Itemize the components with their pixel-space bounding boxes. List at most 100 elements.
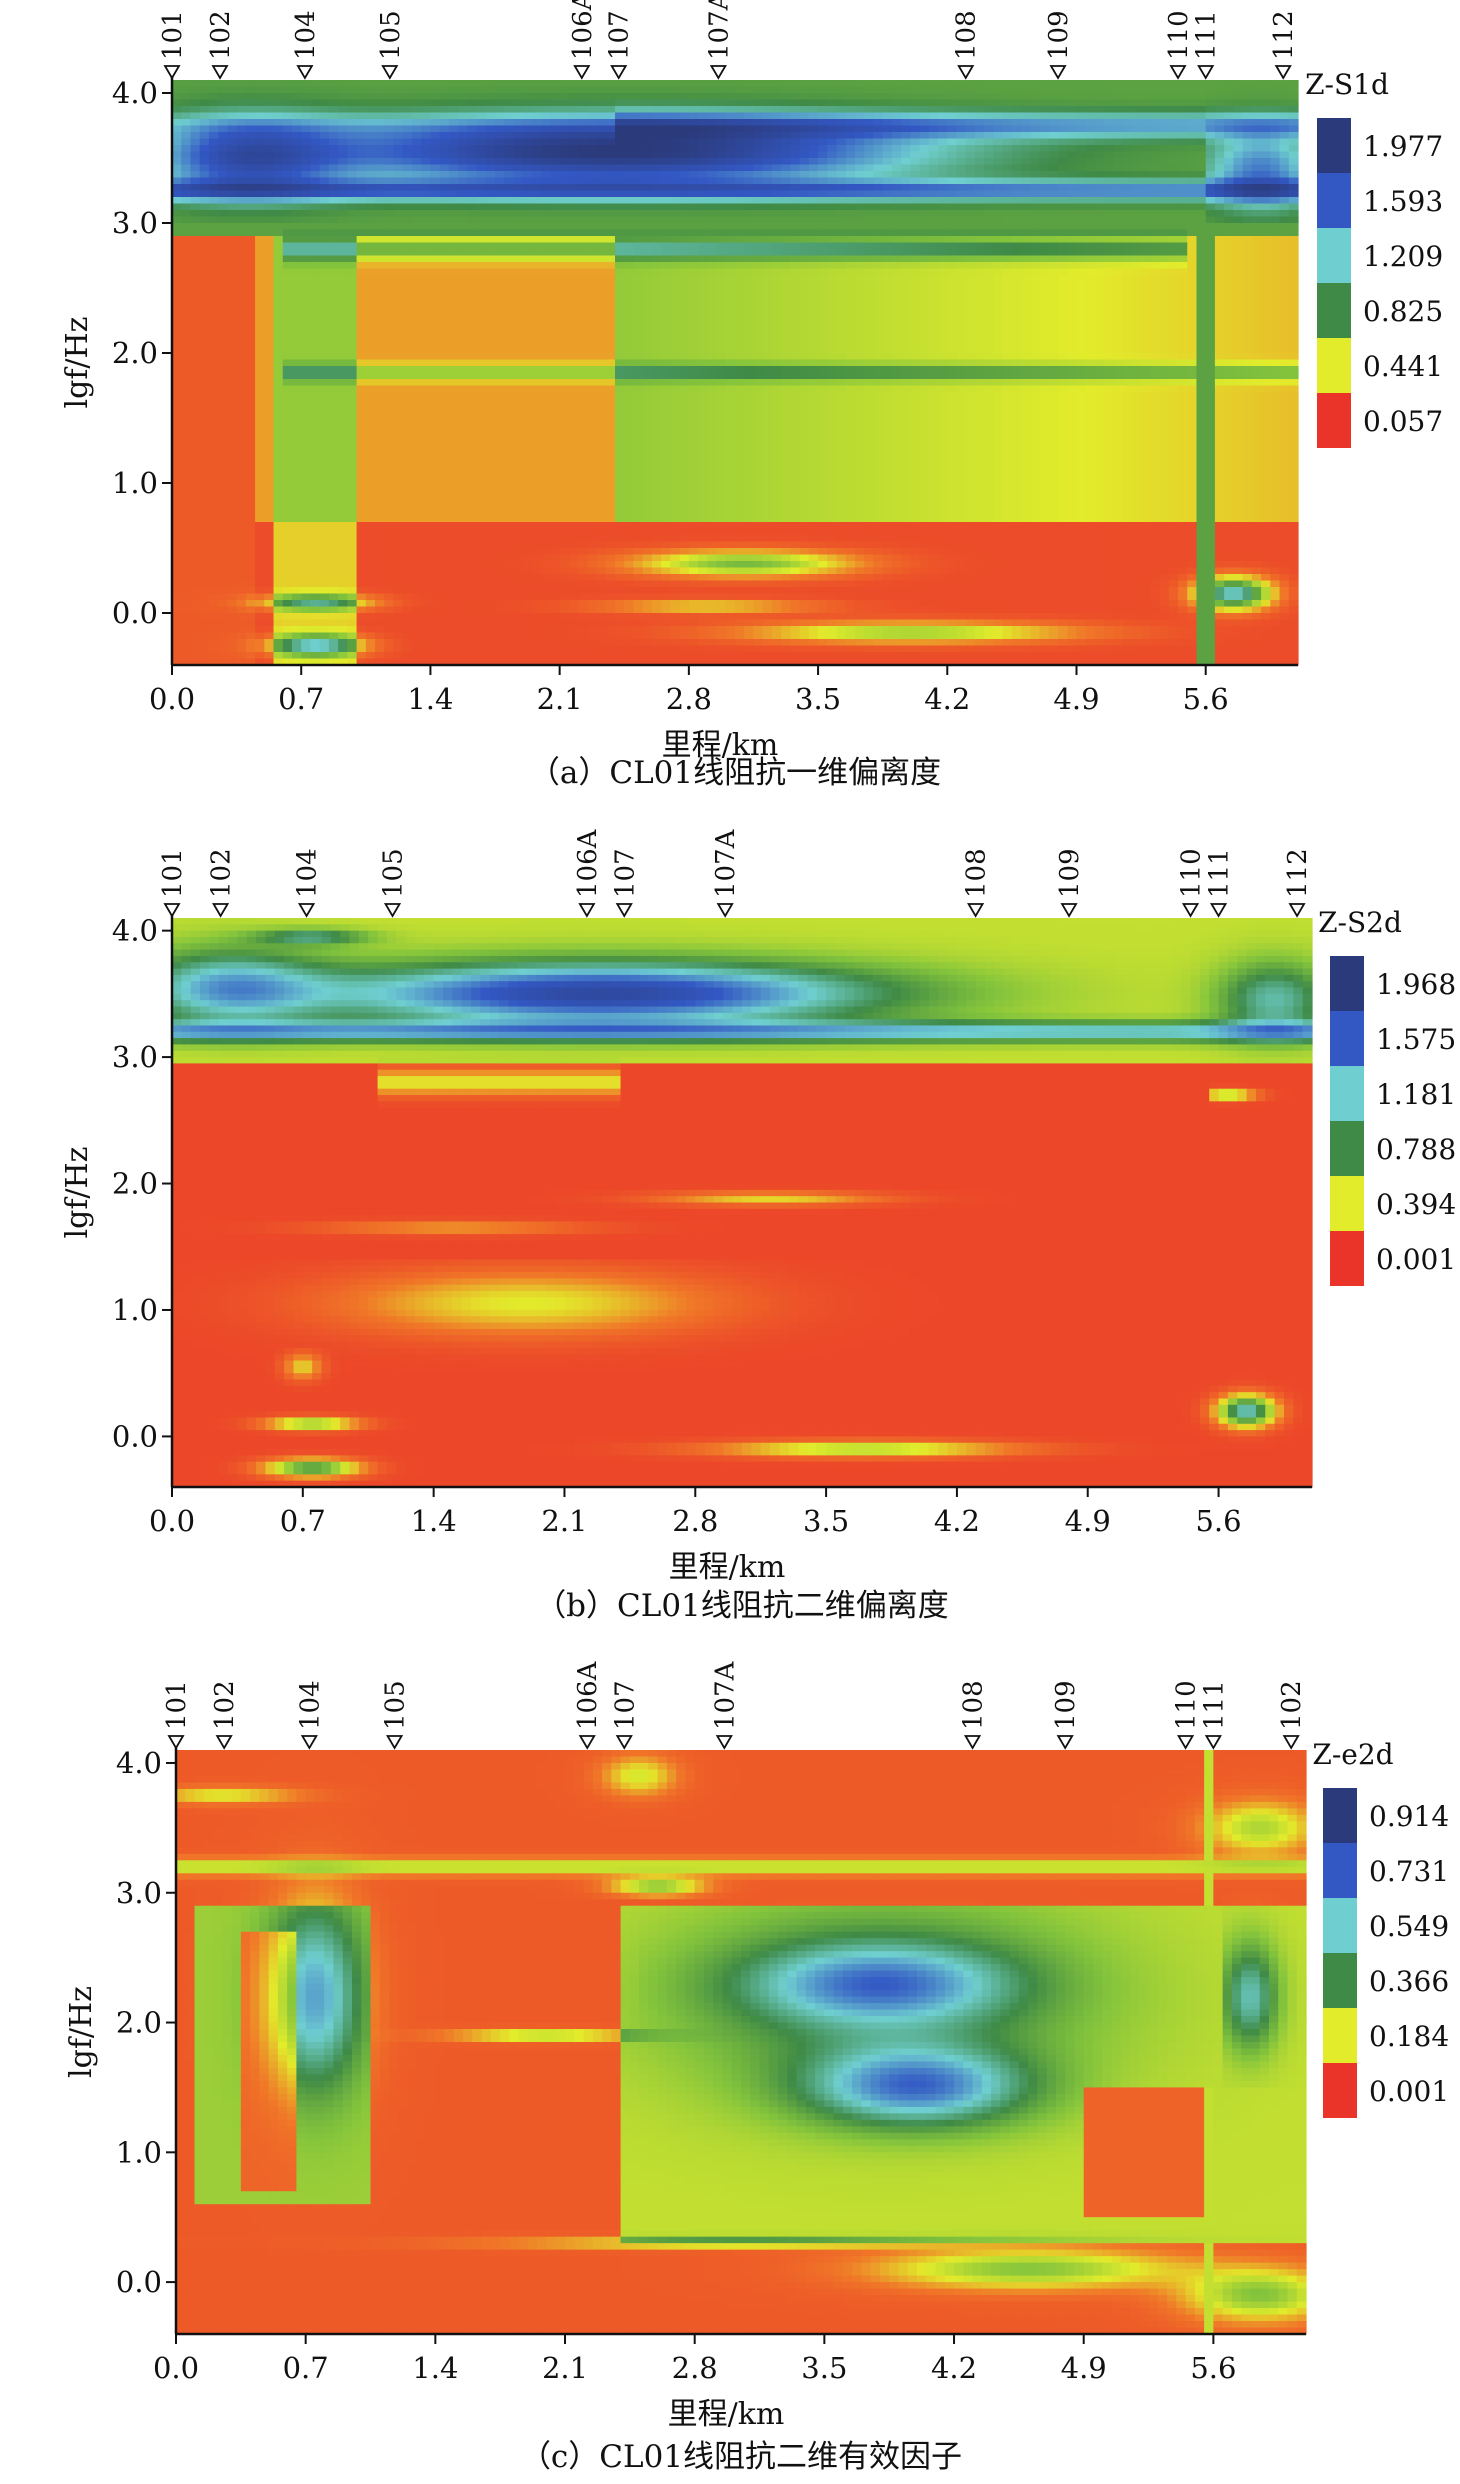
station-label: 102: [207, 848, 237, 898]
station-marker: [1058, 1736, 1072, 1748]
legend-value: 1.575: [1376, 1023, 1456, 1056]
legend-swatch: [1330, 956, 1364, 1011]
station-label: 111: [1192, 10, 1222, 60]
station-marker: [717, 1736, 731, 1748]
legend-value: 1.968: [1376, 968, 1456, 1001]
x-tick-label: 5.6: [1183, 682, 1229, 716]
legend-value: 0.001: [1376, 1243, 1456, 1276]
y-tick-label: 1.0: [112, 466, 158, 500]
x-axis-label: 里程/km: [668, 2397, 785, 2432]
x-axis-label: 里程/km: [669, 1550, 786, 1585]
y-tick-label: 4.0: [112, 76, 158, 110]
legend-title: Z-e2d: [1312, 1738, 1393, 1771]
legend-swatch: [1323, 2063, 1357, 2118]
y-tick-label: 3.0: [112, 1040, 158, 1074]
x-tick-label: 4.2: [934, 1504, 980, 1538]
chart-panel-1: 0.0 0.7 1.4 2.1 2.8 3.5 4.2 4.9 5.60.01.02.03.04…: [60, 0, 1443, 791]
station-marker: [1284, 1736, 1298, 1748]
station-marker: [1179, 1736, 1193, 1748]
station-marker: [165, 66, 179, 78]
station-marker: [1212, 904, 1226, 916]
x-tick-label: 4.9: [1061, 2351, 1107, 2385]
y-tick-label: 2.0: [112, 1167, 158, 1201]
station-label: 109: [1051, 1680, 1081, 1730]
y-axis-label: lgf/Hz: [60, 317, 95, 409]
legend-swatch: [1330, 1121, 1364, 1176]
heatmap-cells: [172, 918, 1313, 1488]
station-label: 104: [293, 848, 323, 898]
y-tick-label: 1.0: [116, 2135, 162, 2169]
station-marker: [580, 904, 594, 916]
station-label: 112: [1283, 848, 1313, 898]
station-marker: [169, 1736, 183, 1748]
y-tick-label: 4.0: [116, 1746, 162, 1780]
station-label: 111: [1199, 1680, 1229, 1730]
x-tick-label: 4.2: [931, 2351, 977, 2385]
station-marker: [214, 904, 228, 916]
station-marker: [1206, 1736, 1220, 1748]
x-tick-label: 4.9: [1053, 682, 1099, 716]
station-label: 101: [158, 848, 188, 898]
x-tick-label: 1.4: [412, 2351, 458, 2385]
legend-value: 0.731: [1369, 1855, 1449, 1888]
station-label: 101: [158, 10, 188, 60]
legend-value: 1.181: [1376, 1078, 1456, 1111]
figure-caption: （b）CL01线阻抗二维偏离度: [535, 1588, 949, 1624]
legend-value: 0.441: [1363, 350, 1443, 383]
x-tick-label: 5.6: [1190, 2351, 1236, 2385]
x-tick-label: 0.7: [283, 2351, 329, 2385]
station-label: 108: [962, 848, 992, 898]
station-label: 109: [1044, 10, 1074, 60]
station-label: 110: [1164, 10, 1194, 60]
station-marker: [383, 66, 397, 78]
station-marker: [1062, 904, 1076, 916]
station-marker: [302, 1736, 316, 1748]
y-tick-label: 0.0: [112, 596, 158, 630]
legend-swatch: [1317, 228, 1351, 283]
station-label: 107A: [711, 828, 741, 898]
x-tick-label: 4.9: [1065, 1504, 1111, 1538]
station-marker: [1051, 66, 1065, 78]
station-label: 107: [610, 848, 640, 898]
legend-title: Z-S2d: [1318, 906, 1402, 939]
legend-value: 0.788: [1376, 1133, 1456, 1166]
station-label: 110: [1172, 1680, 1202, 1730]
station-marker: [718, 904, 732, 916]
station-label: 106A: [573, 828, 603, 898]
x-tick-label: 4.2: [924, 682, 970, 716]
x-tick-label: 2.1: [537, 682, 583, 716]
station-marker: [213, 66, 227, 78]
legend-value: 0.001: [1369, 2075, 1449, 2108]
station-label: 107: [610, 1680, 640, 1730]
station-label: 106A: [573, 1660, 603, 1730]
station-label: 105: [376, 10, 406, 60]
x-tick-label: 0.7: [280, 1504, 326, 1538]
station-marker: [1199, 66, 1213, 78]
y-tick-label: 0.0: [116, 2265, 162, 2299]
station-marker: [388, 1736, 402, 1748]
chart-panel-2: 0.0 0.7 1.4 2.1 2.8 3.5 4.2 4.9 5.60.01.02.03.04…: [60, 828, 1456, 1624]
station-marker: [711, 66, 725, 78]
y-tick-label: 0.0: [112, 1419, 158, 1453]
y-axis-label: lgf/Hz: [64, 1986, 99, 2078]
station-marker: [386, 904, 400, 916]
station-label: 104: [295, 1680, 325, 1730]
legend-value: 1.209: [1363, 240, 1443, 273]
station-marker: [1276, 66, 1290, 78]
legend-value: 0.394: [1376, 1188, 1456, 1221]
station-label: 110: [1177, 848, 1207, 898]
station-marker: [617, 904, 631, 916]
x-tick-label: 0.0: [153, 2351, 199, 2385]
station-label: 107A: [704, 0, 734, 60]
legend-swatch: [1317, 283, 1351, 338]
legend-value: 0.549: [1369, 1910, 1449, 1943]
figure-caption: （c）CL01线阻抗二维有效因子: [520, 2439, 962, 2475]
x-tick-label: 1.4: [411, 1504, 457, 1538]
legend-swatch: [1317, 338, 1351, 393]
figure-caption: （a）CL01线阻抗一维偏离度: [529, 755, 941, 791]
legend-swatch: [1330, 1066, 1364, 1121]
x-tick-label: 2.8: [672, 2351, 718, 2385]
x-tick-label: 0.0: [149, 682, 195, 716]
station-label: 104: [291, 10, 321, 60]
legend-swatch: [1330, 1011, 1364, 1066]
